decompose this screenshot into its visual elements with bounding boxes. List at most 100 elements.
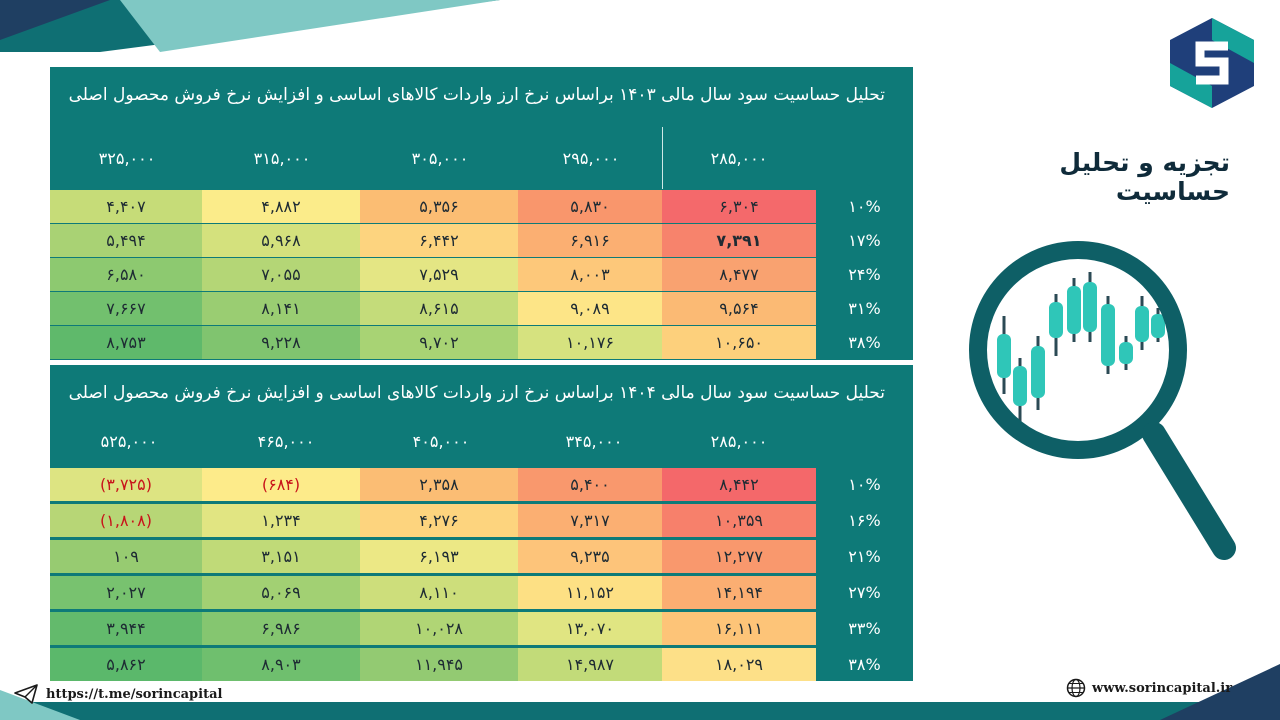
table-cell: ۱۱,۱۵۲	[518, 576, 662, 609]
table-cell: ۱۰۹	[50, 540, 202, 573]
column-header: ۳۰۵,۰۰۰	[411, 149, 469, 168]
row-percent: ۲۱%	[816, 540, 913, 573]
table-cell: (۳,۷۲۵)	[50, 468, 202, 501]
table-row: (۱,۸۰۸) ۱,۲۳۴ ۴,۲۷۶ ۷,۳۱۷ ۱۰,۳۵۹ ۱۶%	[50, 504, 913, 537]
telegram-link[interactable]: https://t.me/sorincapital	[14, 684, 222, 704]
row-percent: ۱۰%	[816, 468, 913, 501]
table-cell: ۱۱,۹۴۵	[360, 648, 518, 681]
table-cell: ۱۰,۱۷۶	[518, 326, 662, 359]
table-cell: ۹,۲۳۵	[518, 540, 662, 573]
table-cell: ۶,۳۰۴	[662, 190, 816, 223]
table-cell: ۱,۲۳۴	[202, 504, 360, 537]
table-cell: ۶,۹۱۶	[518, 224, 662, 257]
table-row: ۵,۸۶۲ ۸,۹۰۳ ۱۱,۹۴۵ ۱۴,۹۸۷ ۱۸,۰۲۹ ۳۸%	[50, 648, 913, 681]
table-cell: ۸,۴۴۲	[662, 468, 816, 501]
row-percent: ۱۶%	[816, 504, 913, 537]
table-row: ۱۰۹ ۳,۱۵۱ ۶,۱۹۳ ۹,۲۳۵ ۱۲,۲۷۷ ۲۱%	[50, 540, 913, 573]
page-title: تجزیه و تحلیل حساسیت	[1059, 148, 1230, 206]
table-cell: ۷,۰۵۵	[202, 258, 360, 291]
table-row: ۴,۴۰۷ ۴,۸۸۲ ۵,۳۵۶ ۵,۸۳۰ ۶,۳۰۴ ۱۰%	[50, 190, 913, 223]
row-percent: ۱۷%	[816, 224, 913, 257]
globe-icon	[1066, 678, 1086, 698]
table-cell: ۵,۴۹۴	[50, 224, 202, 257]
table-cell: ۱۶,۱۱۱	[662, 612, 816, 645]
table-row: ۳,۹۴۴ ۶,۹۸۶ ۱۰,۰۲۸ ۱۳,۰۷۰ ۱۶,۱۱۱ ۳۳%	[50, 612, 913, 645]
column-header: ۲۸۵,۰۰۰	[710, 149, 768, 168]
telegram-url: https://t.me/sorincapital	[46, 686, 223, 702]
sorin-logo	[1170, 18, 1254, 108]
table-cell: ۴,۴۰۷	[50, 190, 202, 223]
column-header: ۴۶۵,۰۰۰	[257, 432, 315, 451]
table-cell: ۷,۳۱۷	[518, 504, 662, 537]
table-cell: (۶۸۴)	[202, 468, 360, 501]
row-percent: ۱۰%	[816, 190, 913, 223]
table-cell: ۹,۵۶۴	[662, 292, 816, 325]
row-percent: ۲۷%	[816, 576, 913, 609]
column-header: ۴۰۵,۰۰۰	[412, 432, 470, 451]
table-row: (۳,۷۲۵) (۶۸۴) ۲,۳۵۸ ۵,۴۰۰ ۸,۴۴۲ ۱۰%	[50, 468, 913, 501]
table-row: ۲,۰۲۷ ۵,۰۶۹ ۸,۱۱۰ ۱۱,۱۵۲ ۱۴,۱۹۴ ۲۷%	[50, 576, 913, 609]
table-cell: ۴,۲۷۶	[360, 504, 518, 537]
sensitivity-table-1403: تحلیل حساسیت سود سال مالی ۱۴۰۳ براساس نر…	[50, 67, 913, 360]
table-cell: ۸,۱۴۱	[202, 292, 360, 325]
table-cell: ۸,۹۰۳	[202, 648, 360, 681]
table-cell: ۸,۴۷۷	[662, 258, 816, 291]
table-cell: (۱,۸۰۸)	[50, 504, 202, 537]
table-cell: ۲,۰۲۷	[50, 576, 202, 609]
table-cell: ۸,۱۱۰	[360, 576, 518, 609]
table-row: ۶,۵۸۰ ۷,۰۵۵ ۷,۵۲۹ ۸,۰۰۳ ۸,۴۷۷ ۲۴%	[50, 258, 913, 291]
table-cell: ۹,۰۸۹	[518, 292, 662, 325]
column-header: ۳۱۵,۰۰۰	[253, 149, 311, 168]
website-url: www.sorincapital.ir	[1092, 680, 1233, 696]
table-cell: ۷,۵۲۹	[360, 258, 518, 291]
column-header: ۵۲۵,۰۰۰	[100, 432, 158, 451]
row-percent: ۳۸%	[816, 648, 913, 681]
row-percent: ۳۸%	[816, 326, 913, 359]
table-cell: ۱۸,۰۲۹	[662, 648, 816, 681]
table-cell: ۸,۰۰۳	[518, 258, 662, 291]
table-cell: ۶,۴۴۲	[360, 224, 518, 257]
table-cell: ۳,۱۵۱	[202, 540, 360, 573]
decor-bottom-band	[0, 702, 1280, 720]
table-cell: ۸,۶۱۵	[360, 292, 518, 325]
table-cell: ۱۳,۰۷۰	[518, 612, 662, 645]
table-cell: ۲,۳۵۸	[360, 468, 518, 501]
table-cell: ۵,۸۶۲	[50, 648, 202, 681]
column-header: ۳۴۵,۰۰۰	[565, 432, 623, 451]
telegram-icon	[14, 684, 38, 704]
magnifier-chart-icon	[969, 241, 1236, 560]
table-cell: ۹,۲۲۸	[202, 326, 360, 359]
table-cell: ۵,۰۶۹	[202, 576, 360, 609]
table-row: ۵,۴۹۴ ۵,۹۶۸ ۶,۴۴۲ ۶,۹۱۶ ۷,۳۹۱ ۱۷%	[50, 224, 913, 257]
table-cell: ۱۲,۲۷۷	[662, 540, 816, 573]
table-cell: ۱۰,۳۵۹	[662, 504, 816, 537]
table-title: تحلیل حساسیت سود سال مالی ۱۴۰۴ براساس نر…	[68, 383, 885, 403]
table-row: ۸,۷۵۳ ۹,۲۲۸ ۹,۷۰۲ ۱۰,۱۷۶ ۱۰,۶۵۰ ۳۸%	[50, 326, 913, 359]
table-cell: ۵,۹۶۸	[202, 224, 360, 257]
table-cell: ۷,۶۶۷	[50, 292, 202, 325]
table-cell: ۶,۵۸۰	[50, 258, 202, 291]
table-cell: ۱۴,۱۹۴	[662, 576, 816, 609]
divider	[662, 127, 663, 189]
table-cell: ۵,۳۵۶	[360, 190, 518, 223]
table-cell: ۱۰,۰۲۸	[360, 612, 518, 645]
row-percent: ۳۱%	[816, 292, 913, 325]
column-header: ۲۹۵,۰۰۰	[562, 149, 620, 168]
table-cell: ۶,۹۸۶	[202, 612, 360, 645]
table-title: تحلیل حساسیت سود سال مالی ۱۴۰۳ براساس نر…	[68, 85, 885, 105]
table-cell: ۹,۷۰۲	[360, 326, 518, 359]
sensitivity-table-1404: تحلیل حساسیت سود سال مالی ۱۴۰۴ براساس نر…	[50, 365, 913, 681]
table-cell: ۱۴,۹۸۷	[518, 648, 662, 681]
column-header: ۳۲۵,۰۰۰	[98, 149, 156, 168]
table-row: ۷,۶۶۷ ۸,۱۴۱ ۸,۶۱۵ ۹,۰۸۹ ۹,۵۶۴ ۳۱%	[50, 292, 913, 325]
row-percent: ۲۴%	[816, 258, 913, 291]
table-cell: ۷,۳۹۱	[662, 224, 816, 257]
website-link[interactable]: www.sorincapital.ir	[1066, 678, 1232, 698]
table-cell: ۶,۱۹۳	[360, 540, 518, 573]
table-cell: ۸,۷۵۳	[50, 326, 202, 359]
table-cell: ۵,۸۳۰	[518, 190, 662, 223]
row-percent: ۳۳%	[816, 612, 913, 645]
table-cell: ۴,۸۸۲	[202, 190, 360, 223]
table-cell: ۳,۹۴۴	[50, 612, 202, 645]
column-header: ۲۸۵,۰۰۰	[710, 432, 768, 451]
